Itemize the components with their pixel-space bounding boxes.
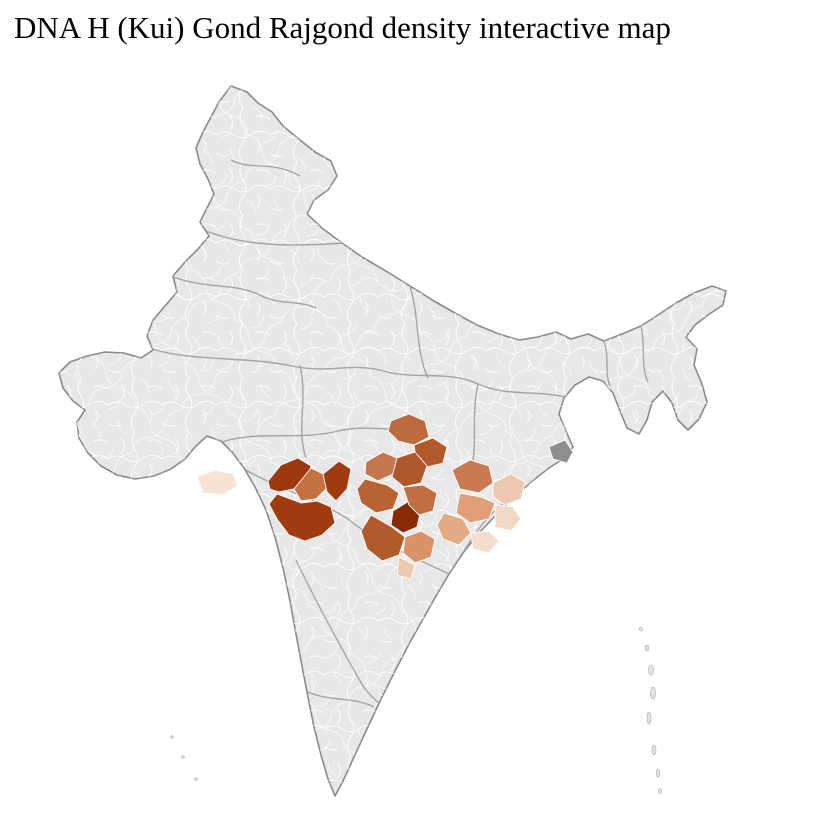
district-region-od-north[interactable] (492, 473, 526, 506)
district-region-bengal-gray[interactable] (548, 439, 574, 464)
andaman-island (648, 664, 654, 676)
district-region-cg-center[interactable] (391, 451, 428, 488)
lakshadweep-island (170, 735, 174, 739)
andaman-island (646, 711, 652, 725)
district-region-cg-mid-west[interactable] (356, 478, 400, 514)
nicobar-island (658, 788, 662, 794)
district-region-mp-dark-east[interactable] (322, 460, 352, 502)
district-region-cg-north-1[interactable] (387, 413, 430, 446)
district-region-od-south[interactable] (470, 530, 500, 554)
district-region-cg-south-tip[interactable] (396, 556, 416, 580)
andaman-island (650, 686, 656, 700)
district-regions-layer (196, 413, 574, 580)
india-landmass[interactable] (40, 70, 750, 815)
district-region-west-pale[interactable] (196, 469, 239, 496)
district-region-od-east[interactable] (494, 504, 522, 532)
andaman-island (644, 644, 650, 652)
district-region-od-southwest[interactable] (436, 512, 472, 546)
andaman-island (639, 626, 643, 632)
nicobar-island (651, 744, 657, 756)
lakshadweep-island (181, 755, 185, 759)
district-region-mp-dark-south[interactable] (268, 493, 336, 542)
district-region-od-center[interactable] (455, 492, 496, 524)
nicobar-island (655, 768, 661, 778)
district-region-cg-mid-east[interactable] (402, 484, 438, 516)
islands (170, 626, 662, 794)
district-boundaries-layer-2 (59, 86, 726, 796)
district-region-cg-south[interactable] (360, 514, 406, 562)
page-title: DNA H (Kui) Gond Rajgond density interac… (14, 10, 671, 45)
lakshadweep-island (194, 777, 198, 781)
district-region-cg-southeast[interactable] (402, 530, 436, 564)
